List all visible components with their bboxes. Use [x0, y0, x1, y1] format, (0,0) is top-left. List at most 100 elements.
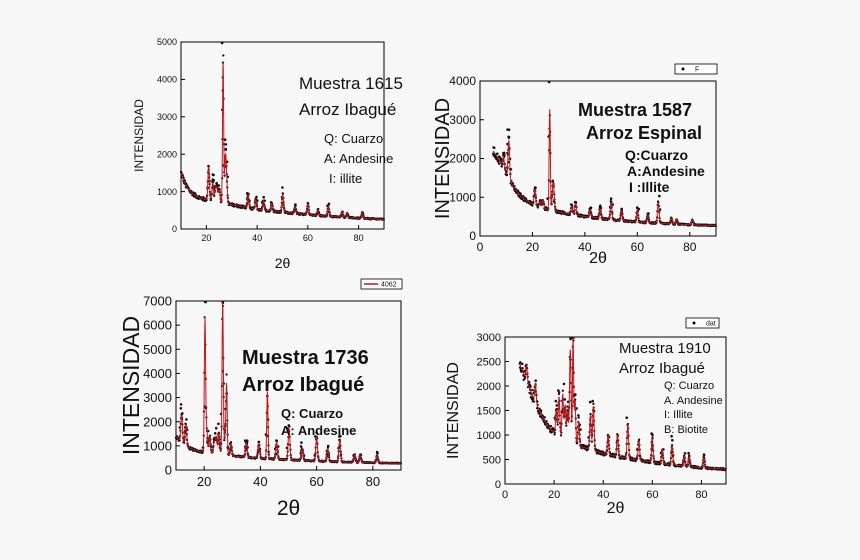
data-point [637, 438, 641, 441]
annotation-text: Q: Cuarzo [664, 380, 714, 392]
x-tick-label: 80 [695, 489, 707, 501]
data-point [610, 200, 613, 203]
chart-panel-1: 0 1000 2000 3000 4000 5000 20 40 60 80 INTENSIDAD 2… [132, 37, 403, 271]
data-point [315, 431, 318, 434]
data-point [637, 207, 641, 211]
data-point [555, 404, 559, 407]
data-point [592, 402, 595, 406]
fit-line [519, 336, 726, 470]
data-point [286, 427, 289, 430]
data-point [218, 188, 221, 191]
y-tick-label: 1000 [477, 430, 501, 442]
data-point [626, 422, 630, 426]
data-point [559, 434, 563, 437]
data-point [224, 147, 228, 151]
x-tick-label: 60 [309, 474, 323, 489]
x-axis-label: 2θ [589, 250, 607, 267]
legend-box [674, 63, 718, 75]
data-point [217, 422, 220, 426]
data-point [549, 425, 553, 428]
fit-line [175, 302, 401, 464]
data-point [702, 453, 706, 457]
y-tick-label: 7000 [143, 294, 172, 309]
data-point [625, 416, 628, 420]
data-point [262, 195, 266, 199]
x-tick-label: 80 [354, 233, 364, 243]
legend-box [685, 317, 720, 329]
x-tick-label: 20 [548, 489, 560, 501]
data-point [539, 198, 542, 202]
y-tick-label: 2000 [449, 152, 476, 166]
data-point [222, 54, 225, 57]
annotation-text: Muestra 1910 [619, 340, 711, 357]
data-point [229, 441, 233, 444]
annotation-text: I: illite [329, 171, 362, 186]
legend-box [360, 278, 403, 290]
x-tick-label: 40 [597, 489, 609, 501]
x-tick-label: 60 [631, 240, 645, 254]
data-point [577, 414, 580, 417]
x-tick-label: 80 [366, 474, 380, 489]
y-tick-label: 3000 [449, 113, 476, 127]
data-point [257, 440, 261, 444]
data-point [214, 426, 218, 430]
x-axis-label: 2θ [607, 500, 625, 517]
data-point [519, 360, 522, 364]
x-axis-label: 2θ [277, 497, 300, 520]
data-point [561, 389, 564, 392]
y-tick-label: 2000 [477, 381, 501, 393]
annotation-text: Muestra 1736 [242, 347, 369, 369]
annotation-text: A:Andesine [627, 163, 705, 179]
annotation-text: A. Andesine [664, 395, 723, 407]
data-point [599, 450, 602, 453]
data-point [491, 152, 495, 155]
y-tick-label: 0 [495, 479, 501, 491]
annotation-text: Arroz Espinal [586, 123, 702, 143]
data-point [217, 184, 220, 187]
data-point [647, 212, 650, 215]
data-point [551, 179, 555, 182]
annotation-text: Muestra 1587 [578, 100, 692, 120]
data-point [531, 204, 534, 207]
data-point [534, 379, 537, 383]
data-point [521, 362, 524, 366]
data-point [511, 182, 515, 185]
data-point [185, 418, 188, 421]
data-point [556, 423, 559, 426]
y-axis-label: INTENSIDAD [432, 98, 454, 219]
data-point [275, 439, 278, 442]
data-point [609, 197, 613, 200]
x-tick-label: 0 [477, 240, 484, 254]
y-tick-label: 1000 [143, 438, 172, 453]
data-point [300, 441, 303, 444]
data-point [557, 389, 560, 392]
data-point [557, 392, 561, 396]
data-point [529, 385, 532, 389]
y-tick-label: 3000 [477, 332, 501, 344]
data-point [599, 204, 602, 208]
data-point [562, 382, 566, 386]
data-point [500, 165, 504, 168]
x-axis-label: 2θ [275, 255, 291, 271]
x-tick-label: 80 [683, 240, 697, 254]
data-point [671, 438, 674, 442]
data-point [184, 422, 187, 426]
y-tick-label: 0 [469, 229, 476, 243]
data-point [204, 300, 207, 304]
data-point [534, 186, 537, 189]
data-point [212, 173, 215, 177]
legend-marker [681, 67, 685, 71]
y-tick-label: 1500 [477, 405, 501, 417]
data-point [223, 138, 227, 141]
legend-label: 4062 [381, 282, 397, 289]
y-tick-label: 1000 [157, 187, 177, 197]
data-point [212, 179, 215, 182]
data-point [522, 194, 525, 198]
data-point [220, 41, 224, 45]
chart-panel-2: 0 1000 2000 3000 4000 0 20 40 60 80 INTENSIDAD 2θ F M… [432, 63, 718, 267]
y-axis-label: INTENSIDAD [132, 99, 146, 172]
data-point [530, 388, 534, 392]
x-tick-label: 0 [502, 489, 508, 501]
y-tick-label: 0 [165, 463, 172, 478]
